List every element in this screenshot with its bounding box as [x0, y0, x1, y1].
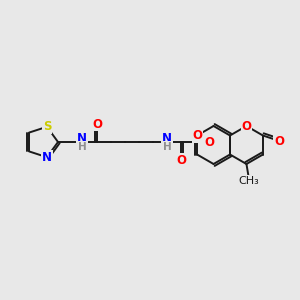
Text: O: O [242, 119, 251, 133]
Text: O: O [176, 154, 186, 166]
Text: N: N [162, 131, 172, 145]
Text: H: H [163, 142, 171, 152]
Text: H: H [78, 142, 86, 152]
Text: N: N [42, 151, 52, 164]
Text: S: S [43, 120, 51, 133]
Text: CH₃: CH₃ [238, 176, 259, 186]
Text: O: O [204, 136, 214, 148]
Text: O: O [192, 129, 202, 142]
Text: N: N [77, 131, 87, 145]
Text: O: O [92, 118, 102, 130]
Text: O: O [274, 135, 284, 148]
